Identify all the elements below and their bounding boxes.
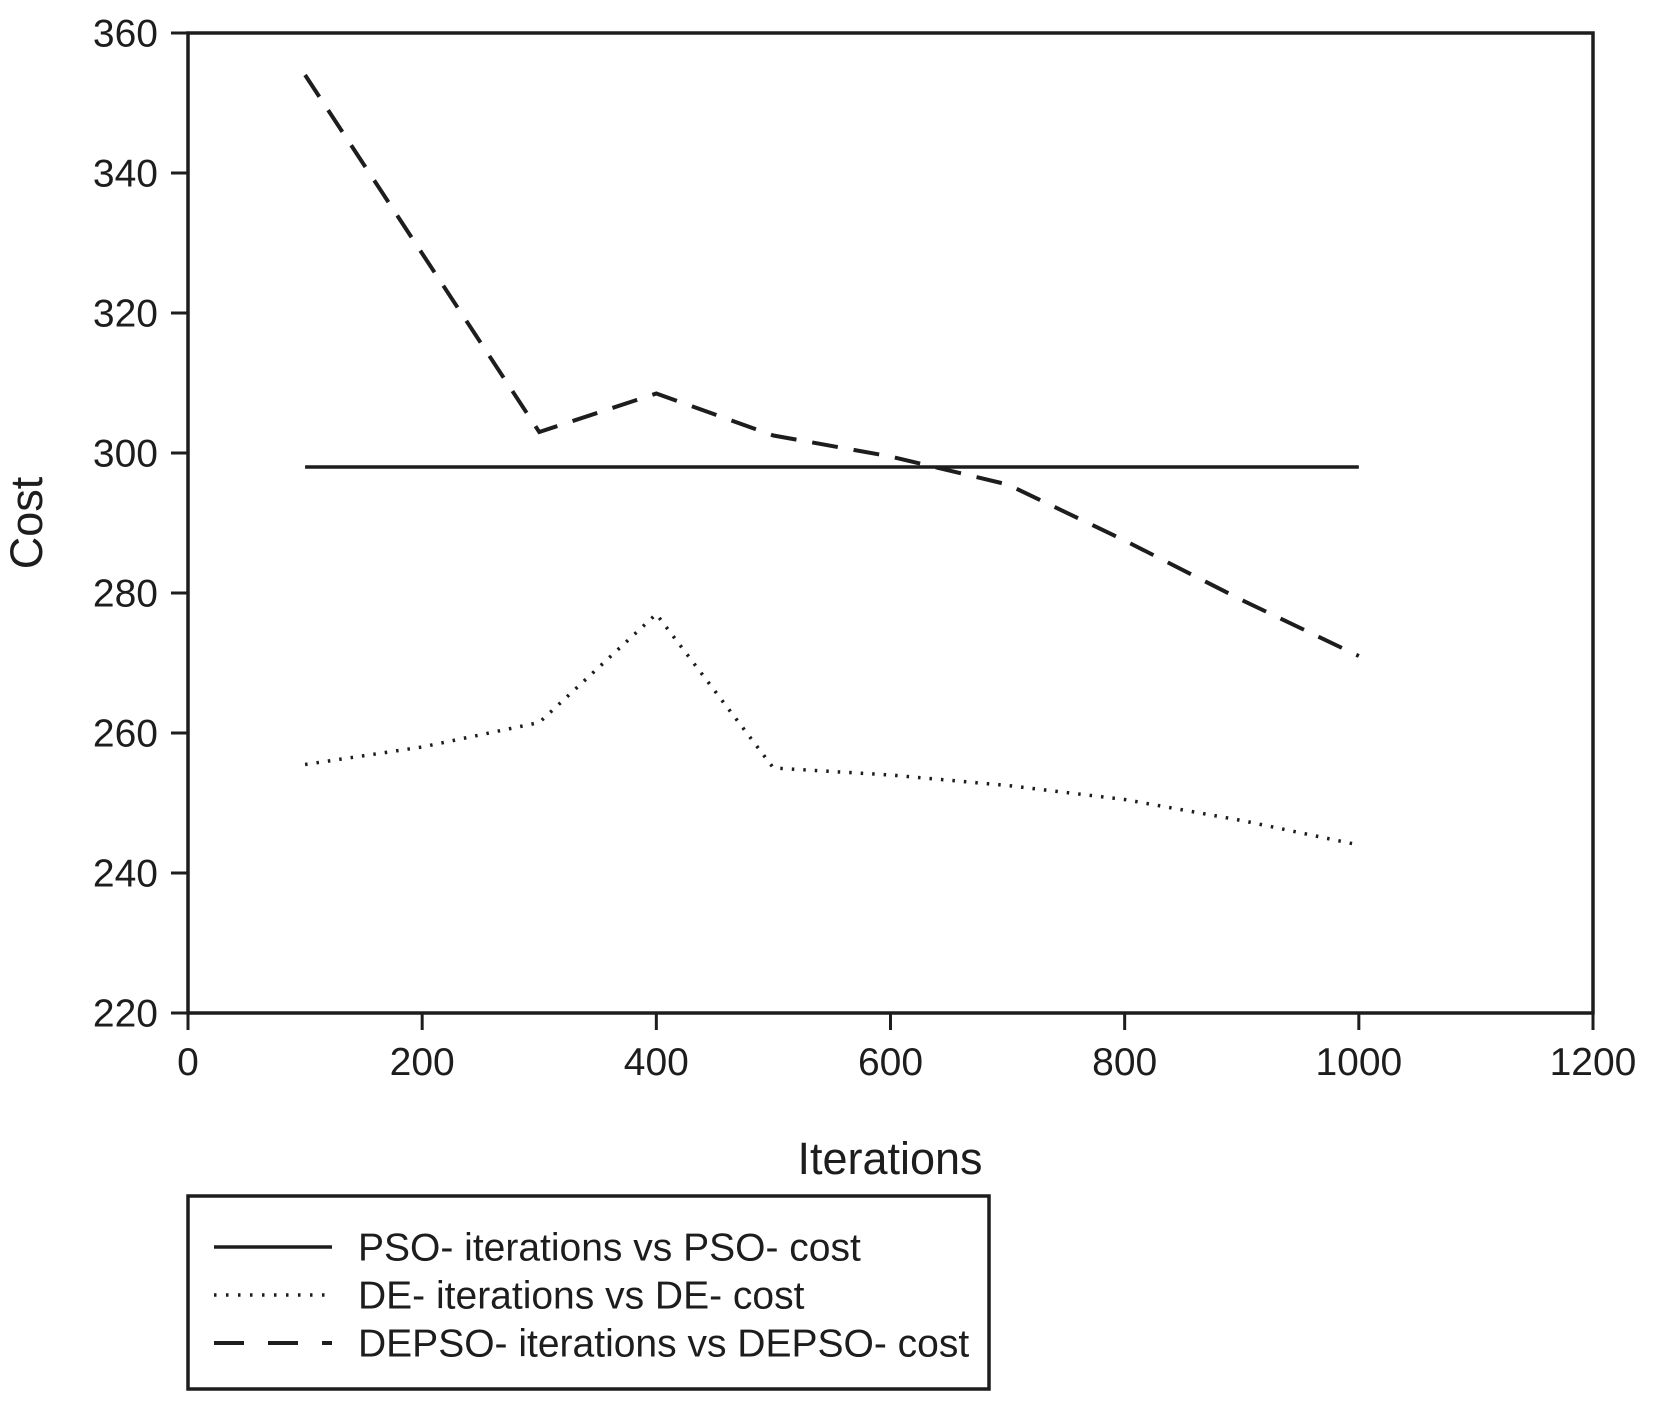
- legend-item-depso: DEPSO- iterations vs DEPSO- cost: [214, 1323, 969, 1366]
- y-tick-label: 340: [93, 153, 158, 196]
- y-axis-title: Cost: [1, 476, 52, 569]
- x-tick-label: 800: [1092, 1041, 1157, 1084]
- legend-box: [186, 1194, 991, 1391]
- x-tick-label: 200: [390, 1041, 455, 1084]
- x-tick-label: 400: [624, 1041, 689, 1084]
- x-tick-label: 1000: [1315, 1041, 1402, 1084]
- legend: PSO- iterations vs PSO- cost DE- iterati…: [186, 1194, 991, 1391]
- x-tick-label: 1200: [1550, 1041, 1637, 1084]
- legend-label-depso: DEPSO- iterations vs DEPSO- cost: [358, 1323, 969, 1366]
- series-line-de: [304, 611, 1360, 847]
- series-line-depso: [303, 73, 1360, 658]
- y-tick-label: 240: [93, 853, 158, 896]
- x-axis-title: Iterations: [797, 1133, 982, 1184]
- x-tick-label: 0: [177, 1041, 199, 1084]
- legend-item-de: DE- iterations vs DE- cost: [214, 1275, 805, 1318]
- y-tick-label: 360: [93, 13, 158, 56]
- y-tick-label: 300: [93, 433, 158, 476]
- x-tick-label: 600: [858, 1041, 923, 1084]
- legend-item-pso: PSO- iterations vs PSO- cost: [214, 1227, 861, 1270]
- y-tick-label: 260: [93, 713, 158, 756]
- legend-label-pso: PSO- iterations vs PSO- cost: [358, 1227, 861, 1270]
- plot-area: 0 200 400 600 800 1000 1200 220 240 260 280 300 320 3…: [93, 13, 1636, 1084]
- plot-border: [186, 31, 1595, 1015]
- y-tick-label: 280: [93, 573, 158, 616]
- y-tick-label: 220: [93, 993, 158, 1036]
- y-tick-label: 320: [93, 293, 158, 336]
- legend-label-de: DE- iterations vs DE- cost: [358, 1275, 805, 1318]
